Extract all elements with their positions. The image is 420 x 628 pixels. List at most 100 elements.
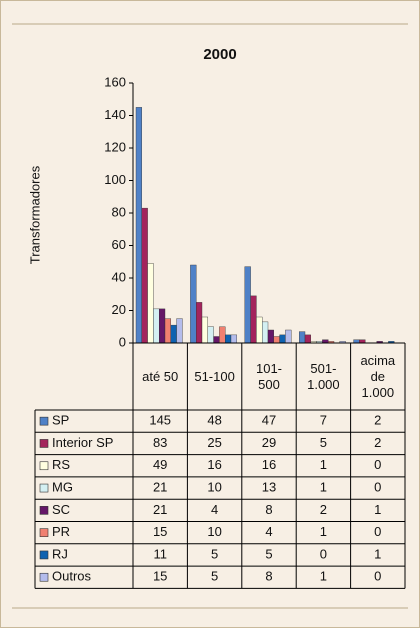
y-tick-label: 140 [104,107,126,122]
bar [147,263,154,344]
bar [262,321,269,344]
y-tick-label: 20 [112,302,126,317]
bar [224,334,232,344]
table-value: 0 [374,524,381,539]
bar [141,207,148,344]
table-value: 48 [207,413,221,428]
legend-swatch [39,483,49,493]
y-tick-label: 100 [104,172,126,187]
x-tick-label: 101-500 [255,360,283,392]
table-value: 10 [207,479,221,494]
y-tick-label: 160 [104,74,126,89]
bar [304,334,312,344]
bar [267,329,275,344]
bar [176,318,183,344]
table-value: 13 [262,479,276,494]
chart-title: 2000 [203,46,236,63]
table-value: 1 [320,457,327,472]
table-value: 0 [374,569,381,584]
table-value: 29 [262,435,276,450]
bar [219,326,226,344]
table-value: 2 [374,435,381,450]
table-value: 8 [265,569,272,584]
table-value: 0 [320,546,327,561]
table-value: 5 [265,546,272,561]
legend-swatch [39,572,49,582]
table-value: 10 [207,524,221,539]
bar [299,331,306,344]
legend-swatch [39,528,49,537]
bar [170,324,177,344]
bar [230,334,238,344]
table-value: 16 [262,457,276,472]
legend-swatch [39,439,49,448]
table-value: 83 [153,435,167,450]
table-value: 21 [153,502,167,517]
table-value: 15 [153,524,167,539]
y-tick-label: 40 [112,269,126,284]
bar [250,295,257,344]
table-value: 1 [320,569,327,584]
table-value: 16 [207,457,221,472]
bar [285,329,292,344]
table-value: 0 [374,457,381,472]
table-value: 4 [265,524,272,539]
y-tick-label: 0 [119,334,126,349]
table-value: 21 [153,479,167,494]
table-value: 4 [211,502,218,517]
table-value: 25 [207,435,221,450]
x-tick-label: acima de 1.000 [360,352,396,400]
table-value: 1 [374,546,381,561]
bar [195,302,203,344]
legend-label: RS [52,457,70,472]
legend-swatch [39,506,49,515]
y-tick-label: 80 [112,204,126,219]
bar [279,334,286,344]
table-value: 1 [320,524,327,539]
table-value: 145 [149,413,171,428]
table-value: 8 [265,502,272,517]
table-value: 11 [153,546,167,561]
x-tick-label: 51-100 [194,368,235,384]
bar [207,326,214,344]
legend-label: SP [52,413,69,428]
x-tick-label: até 50 [142,368,179,384]
bar [244,266,251,344]
table-value: 15 [153,569,167,584]
bar [153,308,160,344]
table-value: 47 [262,413,276,428]
table-value: 1 [320,479,327,494]
legend-swatch [39,550,49,560]
legend-swatch [39,461,49,471]
bar [213,336,220,344]
bar [135,107,143,344]
legend-label: RJ [52,546,68,561]
legend-label: PR [52,524,70,539]
y-tick-label: 60 [112,237,126,252]
bar [201,316,209,344]
bar [256,316,263,344]
table-value: 5 [320,435,327,450]
table-value: 49 [153,457,167,472]
legend-label: Interior SP [52,435,113,450]
legend-label: MG [52,479,73,494]
legend-swatch [39,416,49,426]
y-axis-label: Transformadores [27,165,42,264]
bar [164,318,172,344]
y-tick-label: 120 [104,139,126,154]
bar [158,308,166,344]
table-value: 0 [374,479,381,494]
legend-label: SC [52,502,70,517]
legend-label: Outros [52,569,92,584]
table-value: 1 [374,502,381,517]
x-tick-label: 501-1.000 [307,360,340,392]
table-value: 5 [211,546,218,561]
bar [273,336,280,344]
table-value: 5 [211,569,218,584]
table-value: 7 [320,413,327,428]
table-value: 2 [320,502,327,517]
table-value: 2 [374,413,381,428]
